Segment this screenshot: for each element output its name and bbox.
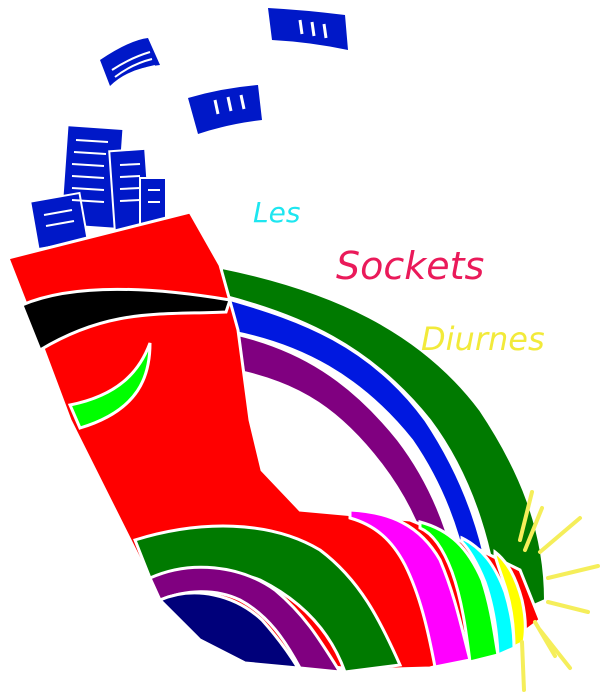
logo-word-sockets: Sockets [336, 244, 485, 288]
flying-papers-icon [100, 8, 348, 134]
glow-rays-icon [518, 490, 600, 692]
logo-word-diurnes: Diurnes [421, 320, 545, 358]
sock-icon [5, 210, 542, 674]
logo-word-les: Les [253, 196, 301, 229]
paper-stack-icon [29, 124, 167, 251]
